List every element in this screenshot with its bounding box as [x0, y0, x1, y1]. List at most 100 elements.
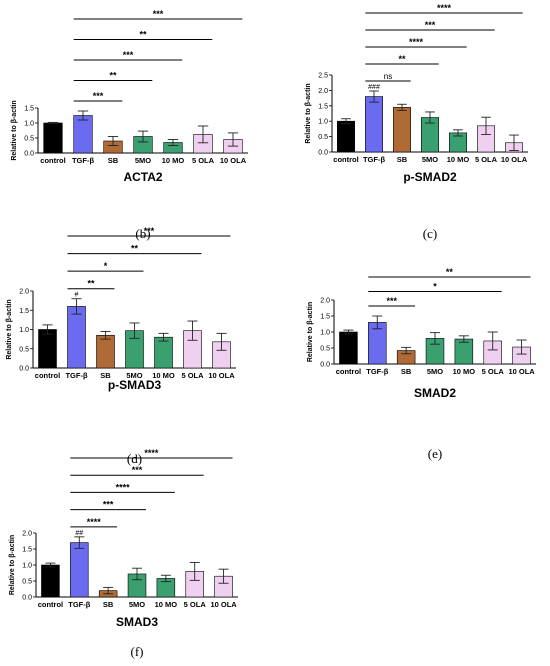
panel-label: (c) — [423, 226, 437, 241]
chart-acta2: 0.0 0.5 1.0 1.5 Relative to β-actin control TG… — [11, 9, 248, 241]
y-axis-label: Relative to β-actin — [307, 302, 314, 362]
chart-title: SMAD3 — [116, 615, 158, 629]
category-label: 10 OLA — [208, 371, 235, 380]
category-label: control — [333, 155, 358, 164]
bar-sb — [393, 107, 411, 153]
y-tick-label: 2.5 — [318, 73, 328, 80]
y-tick-label: 1.5 — [24, 106, 34, 113]
y-tick-label: 1.5 — [318, 103, 328, 110]
significance-label: **** — [409, 37, 424, 47]
significance-label: ** — [131, 244, 139, 254]
category-label: 10 OLA — [501, 155, 528, 164]
panel-label: (e) — [428, 446, 442, 461]
significance-label: **** — [437, 3, 452, 13]
category-label: TGF-β — [72, 156, 94, 165]
y-tick-label: 0.5 — [22, 579, 32, 586]
y-tick-label: 0.5 — [318, 134, 328, 141]
significance-label: *** — [425, 20, 436, 30]
category-label: SB — [397, 155, 408, 164]
y-tick-label: 2.0 — [318, 88, 328, 95]
significance-label: **** — [144, 448, 159, 458]
chart-title: p-SMAD2 — [403, 170, 457, 184]
y-tick-label: 1.0 — [24, 121, 34, 128]
y-axis-label: Relative to β-actin — [305, 83, 312, 143]
significance-label: **** — [116, 482, 131, 492]
category-label: 10 MO — [155, 600, 178, 609]
y-tick-label: 0.5 — [19, 346, 29, 353]
significance-label: ns — [384, 72, 392, 81]
y-tick-label: 1.5 — [22, 547, 32, 554]
chart-title: SMAD2 — [414, 386, 456, 400]
significance-label: *** — [123, 50, 134, 60]
y-tick-label: 1.5 — [320, 314, 330, 321]
category-label: 10 OLA — [508, 367, 535, 376]
significance-label: ** — [398, 54, 406, 64]
category-label: control — [35, 371, 60, 380]
significance-label: ** — [109, 71, 117, 81]
y-tick-label: 1.0 — [22, 563, 32, 570]
category-label: SB — [103, 600, 114, 609]
y-tick-label: 1.5 — [19, 308, 29, 315]
category-label: SB — [100, 371, 111, 380]
category-label: 10 MO — [162, 156, 185, 165]
y-tick-label: 1.0 — [318, 119, 328, 126]
chart-smad3: 0.0 0.5 1.0 1.5 2.0 Relative to β-actin contro… — [9, 448, 238, 659]
category-label: TGF-β — [366, 367, 388, 376]
significance-label: *** — [93, 91, 104, 101]
bar-control — [339, 331, 358, 365]
y-tick-label: 2.0 — [320, 298, 330, 305]
bar-control — [41, 564, 60, 598]
bar-tgf-β — [70, 542, 89, 598]
y-tick-label: 0.5 — [24, 136, 34, 143]
significance-label: *** — [103, 500, 114, 510]
panel-label: (f) — [131, 644, 144, 659]
significance-label: *** — [132, 465, 143, 475]
significance-label: ** — [139, 30, 147, 40]
bar-10-mo — [154, 336, 173, 369]
category-label: TGF-β — [68, 600, 90, 609]
significance-label: * — [104, 261, 108, 271]
y-tick-label: 0.0 — [22, 595, 32, 602]
y-tick-label: 0.0 — [19, 366, 29, 373]
category-label: TGF-β — [363, 155, 385, 164]
chart-title: ACTA2 — [123, 170, 162, 184]
category-label: TGF-β — [65, 371, 87, 380]
bar-10-mo — [454, 338, 474, 365]
significance-label: ** — [87, 279, 95, 289]
category-label: 5 OLA — [475, 155, 498, 164]
y-tick-label: 0.0 — [318, 150, 328, 157]
bar-sb — [96, 334, 115, 369]
category-label: SB — [401, 367, 412, 376]
category-label: SB — [108, 156, 119, 165]
significance-label: *** — [144, 226, 155, 236]
chart-p-smad3: 0.0 0.5 1.0 1.5 2.0 Relative to β-actin contro… — [6, 226, 236, 466]
y-tick-label: 1.0 — [19, 327, 29, 334]
category-label: 10 MO — [453, 367, 476, 376]
category-label: 5MO — [129, 600, 145, 609]
bar-control — [38, 329, 57, 369]
y-tick-label: 2.0 — [22, 531, 32, 538]
significance-label: *** — [386, 296, 397, 306]
category-label: 5MO — [126, 371, 142, 380]
hash-annotation: # — [75, 292, 79, 299]
category-label: control — [38, 600, 63, 609]
category-label: 5 OLA — [184, 600, 207, 609]
bar-tgf-β — [365, 96, 383, 153]
y-tick-label: 0.0 — [24, 151, 34, 158]
category-label: 5 OLA — [192, 156, 215, 165]
category-label: 5MO — [427, 367, 443, 376]
panel-label: (b) — [135, 226, 150, 241]
y-tick-label: 0.0 — [320, 362, 330, 369]
y-tick-label: 2.0 — [19, 289, 29, 296]
significance-label: ** — [446, 267, 454, 277]
significance-label: **** — [87, 517, 102, 527]
chart-title: p-SMAD3 — [108, 378, 162, 392]
chart-smad2: 0.0 0.5 1.0 1.5 2.0 Relative to β-actin contro… — [307, 267, 536, 461]
chart-p-smad2: 0.0 0.5 1.0 1.5 2.0 2.5 Relative to β-actin con… — [305, 3, 528, 241]
category-label: control — [40, 156, 65, 165]
category-label: 5MO — [135, 156, 151, 165]
y-tick-label: 0.5 — [320, 346, 330, 353]
category-label: control — [336, 367, 361, 376]
significance-label: *** — [153, 9, 164, 19]
